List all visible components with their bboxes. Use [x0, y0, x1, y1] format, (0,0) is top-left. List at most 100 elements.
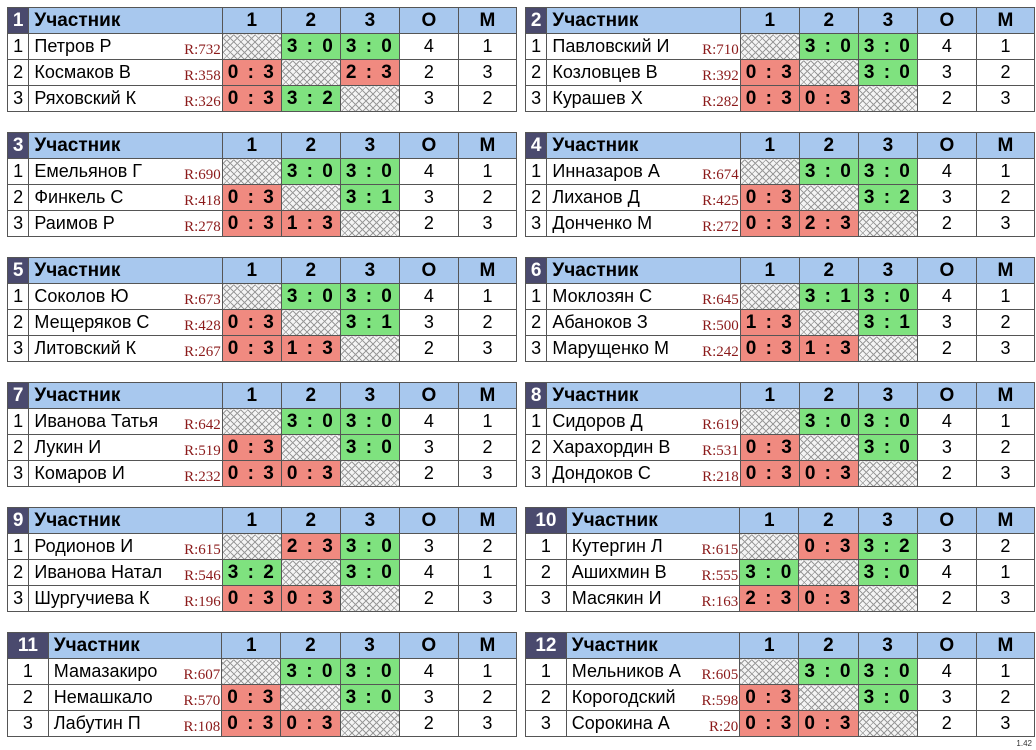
column-header-2: 2 — [280, 507, 341, 534]
player-place: 3 — [457, 460, 518, 487]
player-points: 2 — [398, 335, 459, 362]
match-score: 1 : 3 — [739, 309, 800, 336]
column-header-3: 3 — [339, 257, 400, 284]
player-rating: R:732 — [183, 42, 221, 59]
player-points: 4 — [916, 408, 977, 435]
self-match-cell — [221, 283, 282, 310]
player-name: Масякин И — [571, 588, 662, 608]
player-cell: Шургучиева К R:196 — [28, 585, 223, 612]
participant-header: Участник — [546, 132, 741, 159]
group-header-row: 10 Участник 1 2 3 О М — [525, 507, 1036, 534]
player-name: Павловский И — [552, 36, 670, 56]
player-place: 2 — [457, 533, 518, 560]
match-score: 3 : 0 — [339, 434, 400, 461]
group-header-row: 6 Участник 1 2 3 О М — [524, 257, 1036, 284]
player-cell: Родионов И R:615 — [28, 533, 223, 560]
player-rating: R:598 — [700, 693, 739, 710]
column-header-1: 1 — [221, 132, 282, 159]
self-match-cell — [739, 533, 800, 560]
match-score: 2 : 3 — [739, 585, 800, 612]
self-match-cell — [798, 309, 859, 336]
player-cell: Ашихмин В R:555 — [565, 559, 741, 586]
column-header-1: 1 — [739, 632, 800, 659]
column-header-3: 3 — [857, 632, 918, 659]
self-match-cell — [280, 309, 341, 336]
match-score: 0 : 3 — [221, 59, 282, 86]
player-place: 1 — [457, 33, 518, 60]
player-name: Иванова Натал — [34, 562, 163, 582]
player-cell: Донченко М R:272 — [546, 210, 741, 237]
participant-header: Участник — [28, 507, 223, 534]
participant-header: Участник — [28, 7, 223, 34]
match-score: 3 : 0 — [280, 33, 341, 60]
match-score: 1 : 3 — [280, 335, 341, 362]
player-cell: Комаров И R:232 — [28, 460, 223, 487]
match-score: 0 : 3 — [221, 434, 282, 461]
points-header: О — [916, 632, 977, 659]
points-header: О — [916, 507, 977, 534]
player-place: 2 — [975, 533, 1036, 560]
player-place: 1 — [975, 559, 1036, 586]
player-rating: R:570 — [182, 693, 221, 710]
self-match-cell — [857, 460, 918, 487]
player-name: Соколов Ю — [34, 286, 129, 306]
player-name: Сидоров Д — [552, 411, 643, 431]
player-cell: Иванова Натал R:546 — [28, 559, 223, 586]
player-cell: Корогодский R:598 — [565, 684, 741, 711]
column-header-3: 3 — [339, 7, 400, 34]
self-match-cell — [339, 460, 400, 487]
player-points: 3 — [916, 434, 977, 461]
group-header-row: 2 Участник 1 2 3 О М — [524, 7, 1036, 34]
player-rating: R:428 — [183, 318, 221, 335]
player-points: 3 — [916, 684, 977, 711]
player-cell: Лукин И R:519 — [28, 434, 223, 461]
match-score: 3 : 0 — [339, 684, 400, 711]
player-name: Лукин И — [34, 437, 102, 457]
match-score: 3 : 0 — [280, 283, 341, 310]
match-score: 1 : 3 — [798, 335, 859, 362]
player-name: Шургучиева К — [34, 588, 150, 608]
match-score: 3 : 0 — [798, 408, 859, 435]
group-number: 9 — [6, 507, 30, 534]
place-header: М — [975, 257, 1036, 284]
participant-header: Участник — [28, 257, 223, 284]
player-rating: R:555 — [700, 568, 739, 585]
player-cell: Космаков В R:358 — [28, 59, 223, 86]
match-score: 3 : 1 — [857, 309, 918, 336]
points-header: О — [398, 382, 459, 409]
player-rating: R:690 — [183, 167, 221, 184]
player-cell: Курашев Х R:282 — [546, 85, 741, 112]
player-cell: Абаноков З R:500 — [546, 309, 741, 336]
player-cell: Мельников А R:605 — [565, 658, 741, 685]
match-score: 0 : 3 — [798, 585, 859, 612]
match-score: 1 : 3 — [280, 210, 341, 237]
self-match-cell — [798, 59, 859, 86]
place-header: М — [457, 257, 518, 284]
column-header-1: 1 — [739, 382, 800, 409]
column-header-3: 3 — [339, 632, 400, 659]
player-index: 1 — [7, 658, 49, 685]
points-header: О — [916, 132, 977, 159]
column-header-1: 1 — [221, 507, 282, 534]
player-points: 4 — [398, 283, 459, 310]
match-score: 0 : 3 — [798, 460, 859, 487]
participant-header: Участник — [546, 382, 741, 409]
player-points: 4 — [398, 559, 459, 586]
player-index: 3 — [7, 710, 49, 737]
player-index: 3 — [6, 210, 30, 237]
column-header-3: 3 — [339, 382, 400, 409]
column-header-3: 3 — [857, 132, 918, 159]
player-cell: Соколов Ю R:673 — [28, 283, 223, 310]
player-rating: R:108 — [182, 719, 221, 736]
group-header-row: 8 Участник 1 2 3 О М — [524, 382, 1036, 409]
